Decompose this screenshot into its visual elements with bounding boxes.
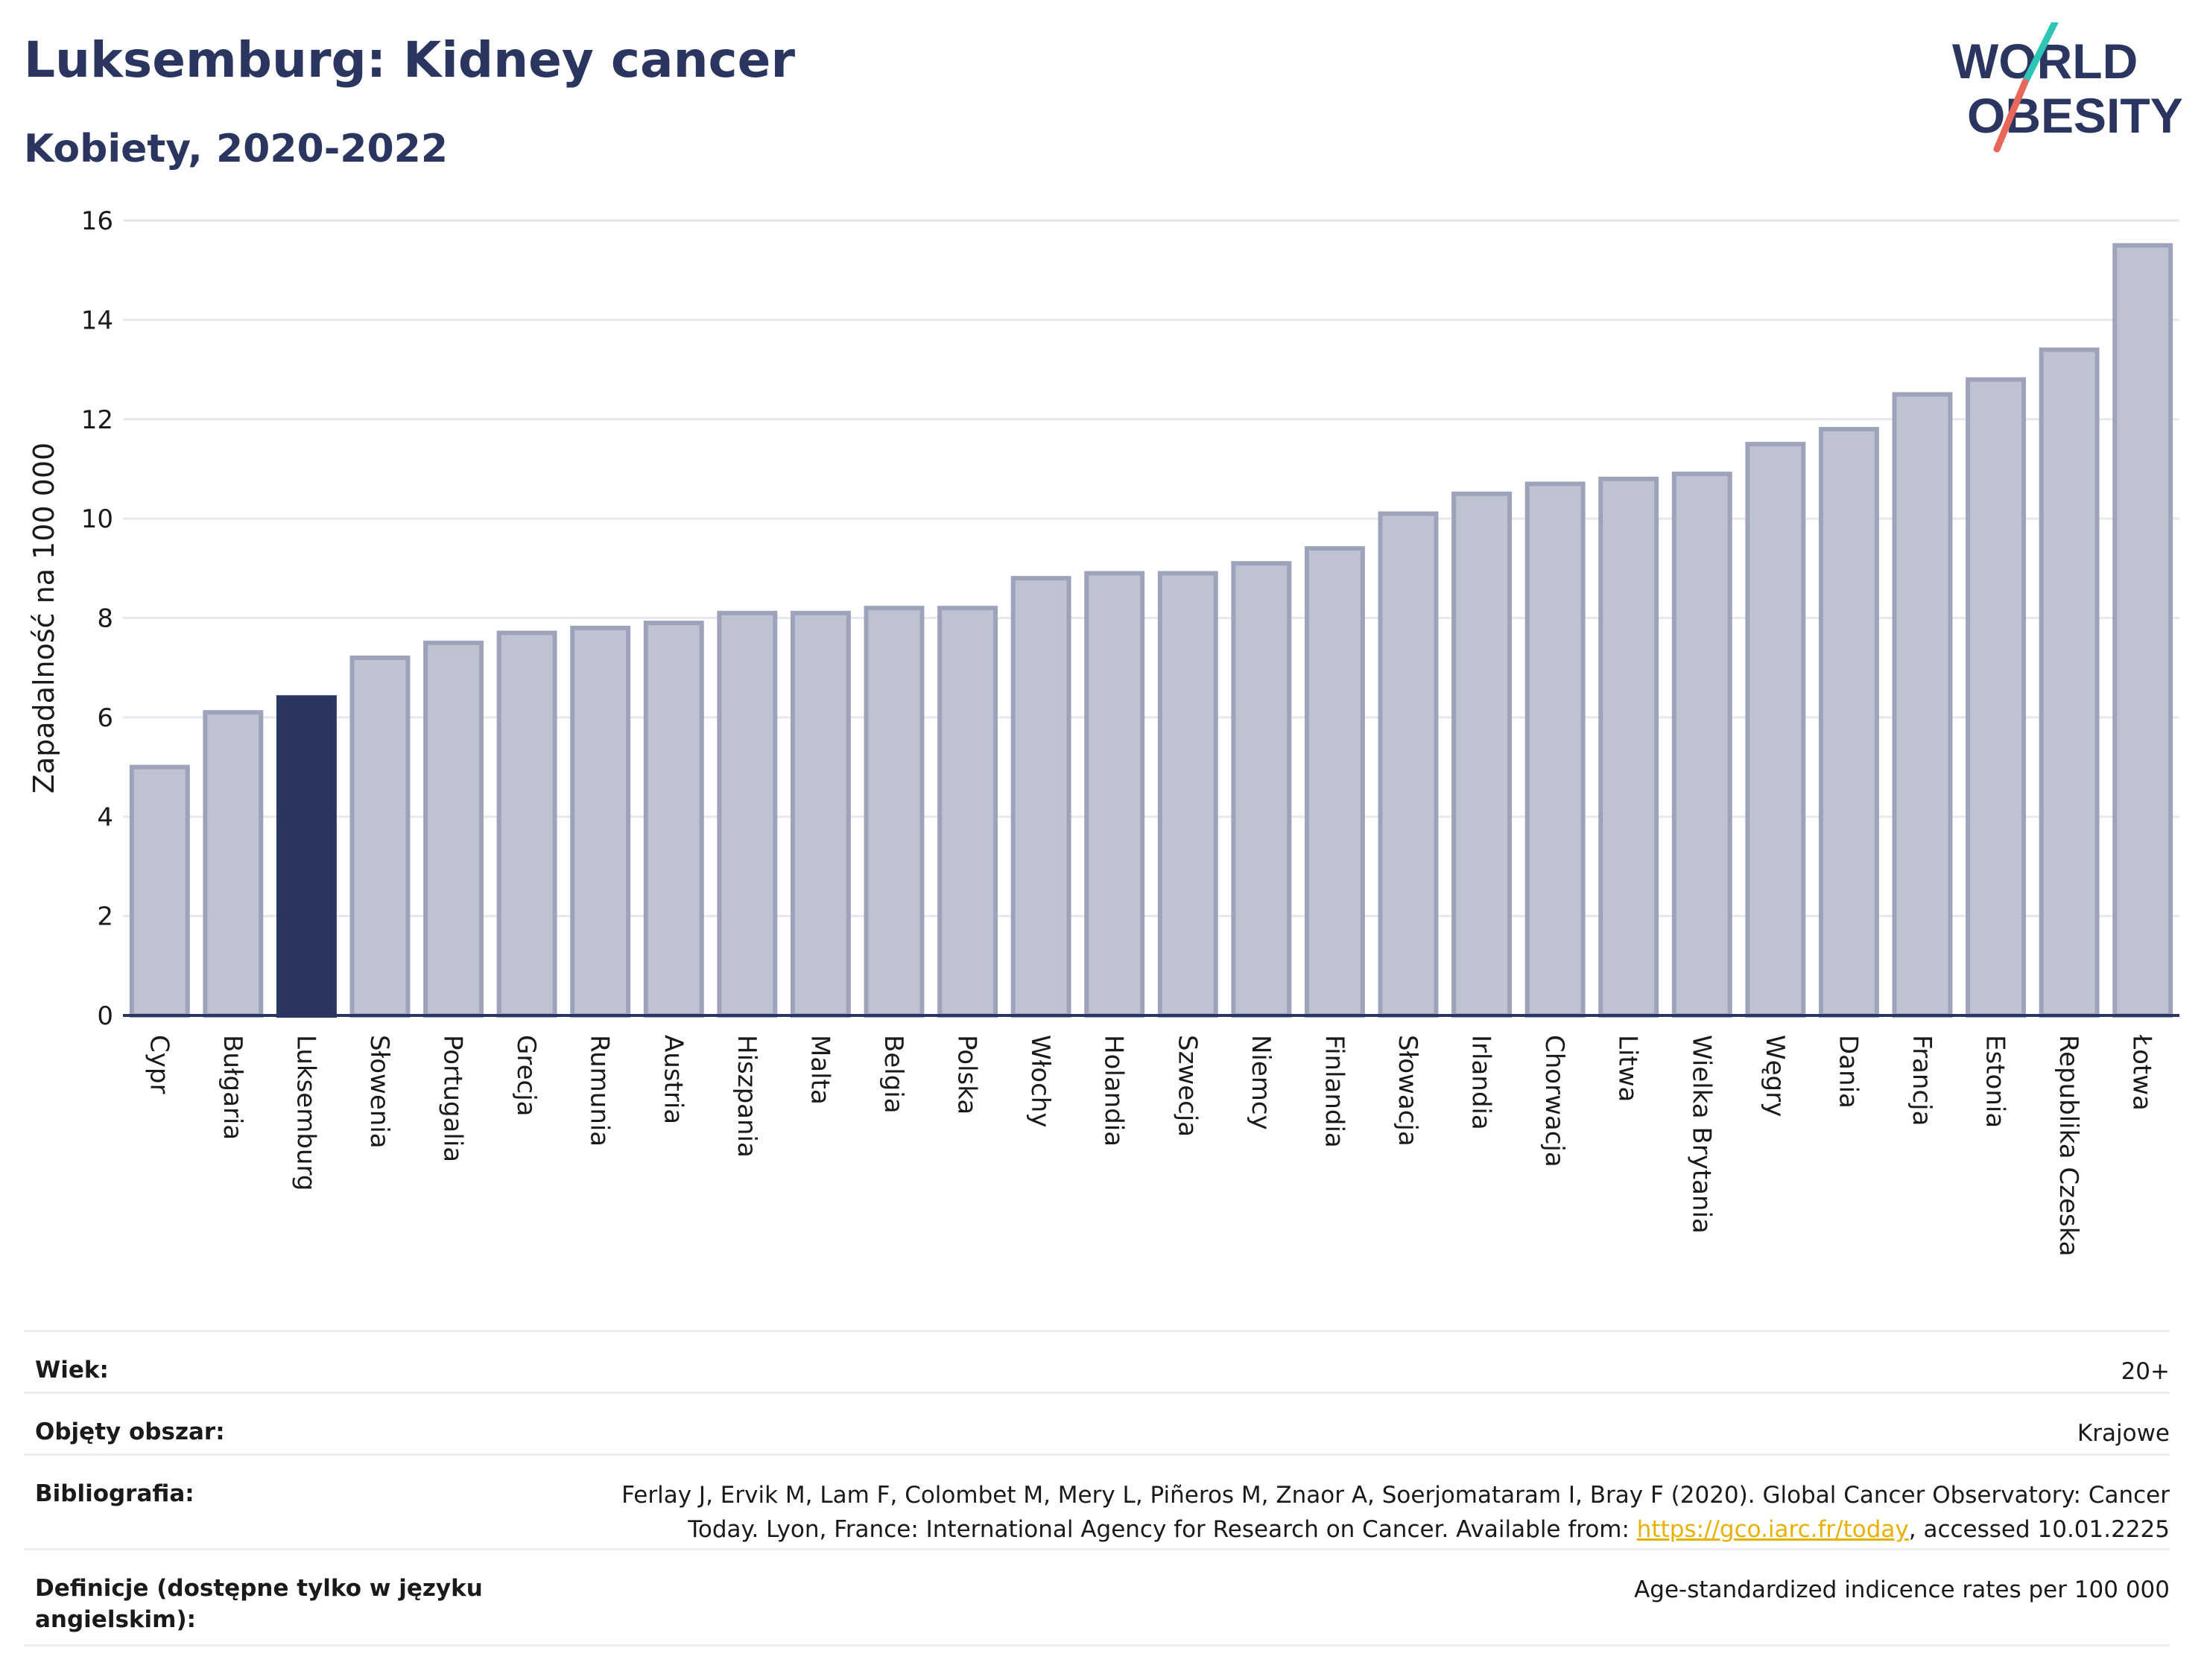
y-tick-label: 12: [81, 405, 113, 435]
x-tick-label: Holandia: [1099, 1035, 1129, 1147]
bar-malta: [790, 610, 851, 1018]
source-link[interactable]: https://gco.iarc.fr/today: [1636, 1516, 1909, 1543]
x-tick-label: Litwa: [1613, 1035, 1643, 1102]
bar-łotwa: [2112, 243, 2173, 1018]
y-tick-label: 6: [97, 703, 113, 733]
info-label: Definicje (dostępne tylko w języku angie…: [35, 1575, 483, 1633]
bar-austria: [643, 621, 704, 1018]
bar-finlandia: [1304, 546, 1365, 1018]
page-subtitle: Kobiety, 2020-2022: [24, 127, 449, 171]
x-tick-label: Francja: [1907, 1035, 1937, 1126]
bar-słowenia: [349, 655, 411, 1018]
y-tick-label: 8: [97, 604, 113, 634]
x-tick-label: Malta: [805, 1035, 835, 1105]
x-tick-label: Luksemburg: [291, 1035, 320, 1191]
bar-holandia: [1084, 571, 1145, 1018]
y-tick-label: 2: [97, 902, 113, 932]
y-tick-label: 14: [81, 305, 113, 335]
bar-rumunia: [570, 625, 631, 1018]
x-tick-label: Łotwa: [2127, 1034, 2157, 1111]
world-obesity-logo: WORLD OBESITY: [1952, 22, 2183, 153]
y-tick-label: 0: [97, 1001, 113, 1031]
x-tick-label: Finlandia: [1319, 1035, 1349, 1148]
x-tick-label: Portugalia: [438, 1035, 468, 1162]
bar-litwa: [1598, 476, 1659, 1018]
bar-grecja: [496, 630, 557, 1018]
x-tick-label: Austria: [658, 1035, 688, 1124]
info-value: Age-standardized indicence rates per 100…: [1634, 1576, 2170, 1603]
bar-wielka-brytania: [1671, 472, 1732, 1018]
page-title: Luksemburg: Kidney cancer: [24, 31, 795, 89]
bar-włochy: [1010, 576, 1071, 1018]
y-tick-label: 4: [97, 802, 113, 832]
x-tick-label: Szwecja: [1172, 1035, 1202, 1137]
x-tick-label: Belgia: [878, 1035, 908, 1114]
bar-słowacja: [1378, 511, 1439, 1018]
info-value: 20+: [2121, 1358, 2170, 1385]
bar-polska: [937, 606, 998, 1018]
info-label: Wiek:: [35, 1357, 109, 1383]
x-tick-label: Słowacja: [1393, 1035, 1422, 1147]
bar-republika-czeska: [2039, 347, 2100, 1018]
bar-chart: 0 2 4 6 8 10 12 14 16 Zapadalność na 100 000 Cypr B…: [28, 206, 2179, 1257]
info-row-age: Wiek: 20+: [24, 1332, 2170, 1394]
x-tick-label: Rumunia: [585, 1035, 615, 1147]
bar-portugalia: [423, 640, 484, 1018]
bar-belgia: [864, 606, 925, 1018]
info-table: Wiek: 20+ Objęty obszar: Krajowe Bibliog…: [24, 1330, 2170, 1646]
bar-hiszpania: [717, 610, 778, 1018]
x-tick-label: Hiszpania: [732, 1035, 761, 1158]
x-tick-label: Irlandia: [1466, 1035, 1496, 1130]
x-tick-label: Chorwacja: [1539, 1035, 1569, 1167]
x-tick-label: Niemcy: [1246, 1035, 1276, 1130]
info-row-coverage: Objęty obszar: Krajowe: [24, 1394, 2170, 1456]
y-axis-label: Zapadalność na 100 000: [28, 443, 60, 793]
info-row-definitions: Definicje (dostępne tylko w języku angie…: [24, 1550, 2170, 1646]
y-tick-label: 16: [81, 206, 113, 236]
x-tick-label: Włochy: [1025, 1035, 1055, 1127]
bibliography-line2: Today. Lyon, France: International Agenc…: [621, 1512, 2170, 1547]
bar-luksemburg: [276, 695, 337, 1018]
bar-szwecja: [1157, 571, 1218, 1018]
bar-chorwacja: [1524, 481, 1586, 1018]
bibliography-text: , accessed 10.01.2225: [1908, 1516, 2170, 1543]
x-tick-label: Grecja: [511, 1035, 541, 1116]
x-tick-label: Wielka Brytania: [1686, 1035, 1716, 1234]
bar-bułgaria: [203, 710, 264, 1018]
x-tick-label: Słowenia: [364, 1035, 394, 1149]
x-tick-label: Dania: [1833, 1035, 1863, 1109]
bibliography-line1: Ferlay J, Ervik M, Lam F, Colombet M, Me…: [621, 1482, 2170, 1509]
bar-irlandia: [1451, 491, 1513, 1018]
info-label: Bibliografia:: [35, 1480, 194, 1507]
bar-węgry: [1745, 442, 1806, 1018]
bar-francja: [1892, 392, 1953, 1018]
info-value: Krajowe: [2077, 1420, 2170, 1447]
logo-slash-coral: [1993, 78, 2029, 153]
info-value: Ferlay J, Ervik M, Lam F, Colombet M, Me…: [621, 1478, 2170, 1547]
x-tick-label: Republika Czeska: [2053, 1035, 2083, 1257]
x-tick-label: Polska: [952, 1035, 982, 1115]
bar-cypr: [129, 764, 190, 1018]
info-label: Objęty obszar:: [35, 1419, 225, 1445]
x-tick-label: Bułgaria: [218, 1035, 247, 1140]
logo-slash-teal: [2021, 22, 2059, 86]
x-tick-label: Estonia: [1980, 1035, 2010, 1128]
bar-niemcy: [1231, 561, 1292, 1018]
x-tick-label: Węgry: [1760, 1035, 1790, 1117]
bibliography-text: Today. Lyon, France: International Agenc…: [688, 1516, 1637, 1543]
bar-estonia: [1966, 377, 2027, 1018]
bar-dania: [1818, 427, 1879, 1018]
x-tick-label: Cypr: [144, 1035, 174, 1094]
info-row-bibliography: Bibliografia: Ferlay J, Ervik M, Lam F, …: [24, 1456, 2170, 1550]
y-tick-label: 10: [81, 504, 113, 534]
